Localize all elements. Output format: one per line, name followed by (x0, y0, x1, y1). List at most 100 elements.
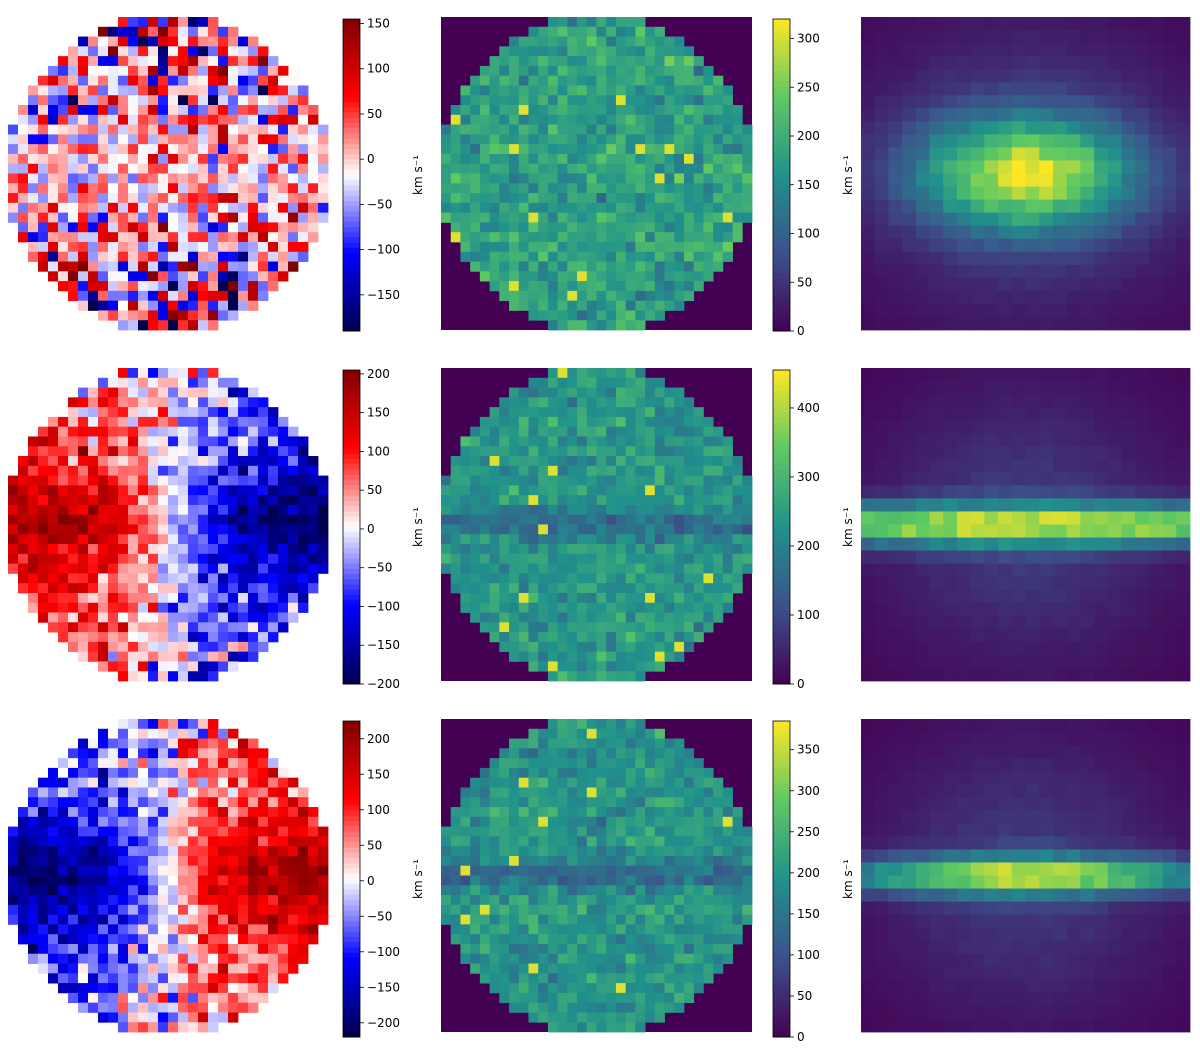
heatmap-cell (268, 125, 278, 135)
heatmap-cell (118, 476, 128, 486)
heatmap-cell (1163, 147, 1177, 160)
heatmap-cell (48, 554, 58, 564)
heatmap-cell (228, 768, 238, 778)
heatmap-cell (635, 164, 645, 174)
heatmap-cell (645, 564, 655, 574)
heatmap-cell (548, 252, 558, 262)
heatmap-cell (168, 368, 178, 378)
heatmap-cell (218, 291, 228, 301)
heatmap-cell (694, 564, 704, 574)
heatmap-cell (1121, 642, 1135, 655)
heatmap-cell (8, 476, 18, 486)
heatmap-cell (558, 378, 568, 388)
heatmap-cell (1094, 121, 1108, 134)
heatmap-cell (694, 154, 704, 164)
heatmap-cell (674, 446, 684, 456)
heatmap-cell (451, 466, 461, 476)
heatmap-cell (148, 252, 158, 262)
heatmap-cell (902, 108, 916, 121)
heatmap-cell (943, 239, 957, 252)
heatmap-cell (626, 66, 636, 76)
heatmap-cell (188, 242, 198, 252)
heatmap-cell (703, 466, 713, 476)
heatmap-cell (674, 46, 684, 56)
heatmap-cell (538, 281, 548, 291)
heatmap-cell (128, 310, 138, 320)
heatmap-cell (616, 544, 626, 554)
heatmap-cell (228, 748, 238, 758)
heatmap-cell (1012, 278, 1026, 291)
heatmap-cell (118, 525, 128, 535)
heatmap-cell (168, 388, 178, 398)
heatmap-cell (48, 436, 58, 446)
heatmap-cell (548, 37, 558, 47)
heatmap-cell (38, 174, 48, 184)
heatmap-cell (902, 459, 916, 472)
heatmap-cell (916, 239, 930, 252)
heatmap-cell (28, 554, 38, 564)
heatmap-cell (218, 485, 228, 495)
heatmap-cell (148, 427, 158, 437)
heatmap-cell (298, 583, 308, 593)
heatmap-cell (587, 544, 597, 554)
heatmap-cell (188, 17, 198, 27)
heatmap-cell (1012, 265, 1026, 278)
heatmap-cell (626, 174, 636, 184)
heatmap-cell (470, 193, 480, 203)
heatmap-cell (930, 147, 944, 160)
heatmap-cell (38, 115, 48, 125)
heatmap-cell (548, 27, 558, 37)
heatmap-cell (567, 105, 577, 115)
heatmap-cell (278, 603, 288, 613)
heatmap-cell (98, 46, 108, 56)
heatmap-cell (138, 320, 148, 330)
heatmap-cell (597, 622, 607, 632)
heatmap-cell (1108, 368, 1122, 381)
heatmap-cell (68, 66, 78, 76)
heatmap-cell (509, 271, 519, 281)
heatmap-cell (548, 603, 558, 613)
heatmap-cell (1176, 485, 1190, 498)
heatmap-cell (1094, 317, 1108, 330)
heatmap-cell (168, 232, 178, 242)
heatmap-cell (168, 758, 178, 768)
heatmap-cell (861, 265, 875, 278)
heatmap-cell (1067, 511, 1081, 524)
heatmap-cell (902, 433, 916, 446)
heatmap-cell (480, 613, 490, 623)
heatmap-cell (288, 787, 298, 797)
heatmap-cell (48, 115, 58, 125)
heatmap-cell (703, 564, 713, 574)
heatmap-cell (178, 407, 188, 417)
heatmap-cell (238, 193, 248, 203)
colorbar-segment (773, 24, 790, 30)
heatmap-cell (78, 583, 88, 593)
heatmap-cell (1176, 82, 1190, 95)
heatmap-cell (742, 125, 752, 135)
heatmap-cell (218, 622, 228, 632)
heatmap-cell (168, 476, 178, 486)
heatmap-cell (1176, 291, 1190, 304)
heatmap-cell (248, 291, 258, 301)
heatmap-cell (18, 125, 28, 135)
colorbar-segment (773, 642, 790, 648)
heatmap-cell (470, 583, 480, 593)
heatmap-cell (188, 748, 198, 758)
heatmap-cell (98, 534, 108, 544)
heatmap-cell (128, 476, 138, 486)
heatmap-cell (888, 590, 902, 603)
heatmap-cell (538, 378, 548, 388)
heatmap-cell (118, 37, 128, 47)
heatmap-cell (509, 56, 519, 66)
heatmap-cell (108, 291, 118, 301)
heatmap-cell (558, 310, 568, 320)
heatmap-cell (48, 787, 58, 797)
heatmap-cell (1108, 551, 1122, 564)
heatmap-cell (558, 661, 568, 671)
heatmap-cell (558, 613, 568, 623)
heatmap-cell (38, 105, 48, 115)
heatmap-cell (88, 193, 98, 203)
heatmap-cell (28, 174, 38, 184)
colorbar-segment (773, 237, 790, 243)
colorbar-segment (343, 438, 360, 444)
